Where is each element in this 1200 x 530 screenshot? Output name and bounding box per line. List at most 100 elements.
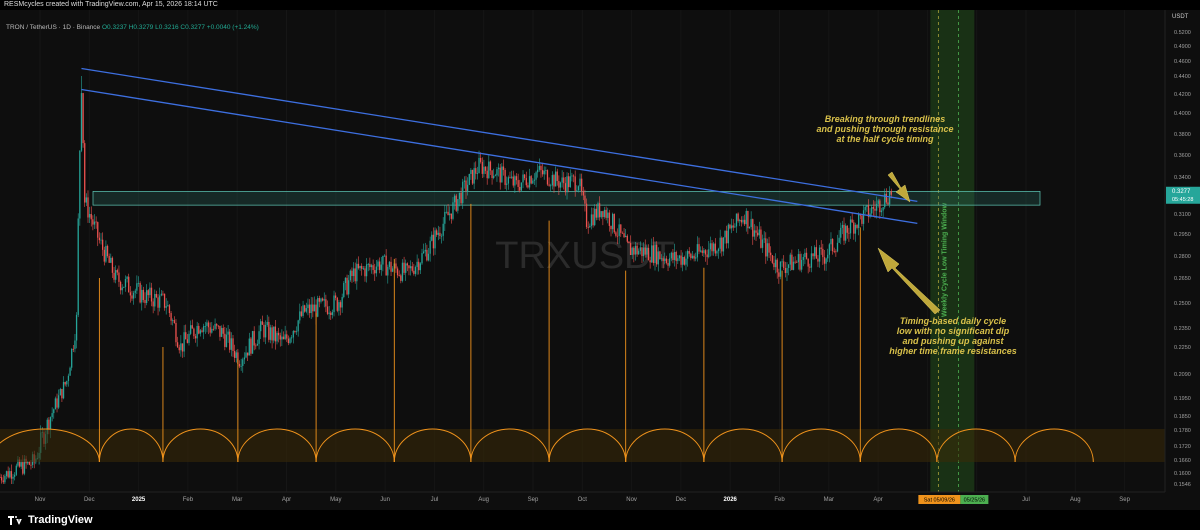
candle-body <box>569 176 571 188</box>
candle-body <box>282 336 285 340</box>
y-tick-label: 0.3600 <box>1174 153 1191 159</box>
candle-body <box>251 331 254 354</box>
candle-body <box>172 320 174 321</box>
candle-body <box>245 352 247 358</box>
candle-body <box>157 297 159 308</box>
x-tick-label: Mar <box>232 497 242 503</box>
candle-body <box>589 225 591 228</box>
price-chart[interactable]: Weekly Cycle Low Timing Window TRXUSDT U… <box>0 10 1200 510</box>
candle-body <box>154 293 156 307</box>
candle-body <box>686 251 689 259</box>
annotation-bottom-line-1: Timing-based daily cycle <box>899 316 1007 326</box>
window-start-date: Sat 05/09/26 <box>924 498 955 504</box>
candle-body <box>460 192 462 204</box>
tradingview-logo[interactable]: TradingView <box>8 514 93 526</box>
candle-body <box>167 305 169 307</box>
y-tick-label: 0.1950 <box>1174 396 1191 402</box>
candle-body <box>722 237 725 252</box>
candle-body <box>406 263 408 266</box>
candle-body <box>287 338 290 344</box>
annotation-top-line-3: at the half cycle timing <box>836 134 934 144</box>
candle-body <box>735 213 738 227</box>
candle-body <box>553 175 555 187</box>
candle-body <box>274 326 277 342</box>
y-tick-label: 0.2090 <box>1174 372 1191 378</box>
candle-body <box>880 210 883 213</box>
candle-body <box>530 176 532 184</box>
x-tick-label: Apr <box>873 497 882 503</box>
candle-body <box>14 474 16 477</box>
annotation-bottom-line-2: low with no significant dip <box>896 326 1010 336</box>
candle-body <box>2 480 4 483</box>
candle-body <box>541 170 544 175</box>
x-tick-label: Oct <box>578 497 588 503</box>
candle-body <box>468 173 470 185</box>
candle-body <box>833 251 835 253</box>
candle-body <box>152 301 154 307</box>
symbol-legend: TRON / TetherUS · 1D · Binance O0.3237 H… <box>6 24 259 31</box>
candle-body <box>199 330 202 334</box>
candle-body <box>779 261 782 277</box>
candle-body <box>273 326 275 341</box>
candle-body <box>212 328 215 330</box>
candle-body <box>856 224 858 228</box>
candle-body <box>683 257 685 265</box>
candle-body <box>651 245 653 263</box>
candle-body <box>176 342 179 348</box>
candle-body <box>765 238 767 257</box>
candle-body <box>755 230 757 233</box>
candle-body <box>823 257 826 264</box>
candle-body <box>525 178 527 186</box>
candle-body <box>582 191 584 196</box>
candle-body <box>595 208 597 218</box>
candle-body <box>519 186 521 191</box>
candle-body <box>180 343 182 351</box>
candle-body <box>864 206 866 211</box>
candle-body <box>434 230 436 249</box>
candle-body <box>300 311 303 316</box>
candle-body <box>551 175 554 186</box>
candle-body <box>890 191 892 195</box>
candle-body <box>491 170 493 178</box>
candle-body <box>405 263 407 273</box>
candle-body <box>87 197 89 218</box>
candle-body <box>53 409 55 414</box>
candle-body <box>411 266 413 271</box>
candle-body <box>802 257 804 260</box>
candle-body <box>427 253 430 261</box>
candle-body <box>170 313 172 321</box>
candle-body <box>369 264 371 268</box>
candle-body <box>115 270 117 280</box>
candle-body <box>805 252 808 259</box>
candle-body <box>409 266 412 269</box>
candle-body <box>613 213 615 233</box>
candle-body <box>685 258 687 265</box>
candle-body <box>455 195 457 211</box>
y-tick-label: 0.1660 <box>1174 458 1191 464</box>
candle-body <box>374 270 376 274</box>
window-end-date: 05/25/26 <box>964 498 985 504</box>
candle-body <box>642 247 645 257</box>
candle-body <box>310 304 312 314</box>
candle-body <box>66 381 68 385</box>
candle-body <box>447 211 449 216</box>
candle-body <box>854 224 857 234</box>
candle-body <box>10 471 13 479</box>
y-tick-label: 0.2500 <box>1174 301 1191 307</box>
candle-body <box>608 212 611 226</box>
candle-body <box>326 306 329 314</box>
candle-body <box>786 267 788 273</box>
candle-body <box>147 290 149 296</box>
candle-body <box>297 320 299 332</box>
candle-body <box>207 322 210 328</box>
candle-body <box>144 299 146 303</box>
candle-body <box>483 166 485 174</box>
y-axis-unit: USDT <box>1172 14 1189 20</box>
arrow-bottom <box>877 247 941 315</box>
footer-bar: TradingView <box>0 510 1200 530</box>
candle-body <box>328 312 330 314</box>
candle-body <box>520 182 523 191</box>
candle-body <box>255 345 257 347</box>
chart-frame[interactable]: Weekly Cycle Low Timing Window TRXUSDT U… <box>0 10 1200 510</box>
y-tick-label: 0.4000 <box>1174 111 1191 117</box>
